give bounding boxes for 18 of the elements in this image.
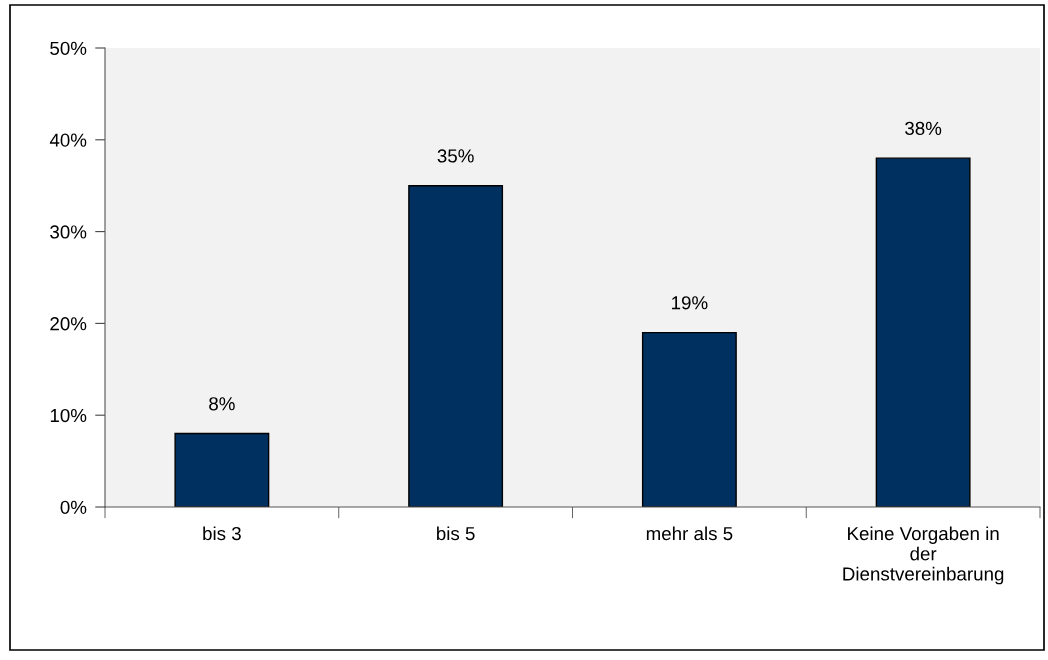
x-tick-label: mehr als 5 [646, 526, 733, 541]
data-label: 38% [905, 121, 942, 136]
data-label: 35% [437, 149, 474, 163]
y-tick-label: 10% [50, 408, 87, 423]
y-tick-label: 50% [50, 41, 87, 55]
x-tick-label: bis 5 [437, 526, 475, 541]
bar [641, 331, 737, 507]
bar [875, 157, 971, 507]
data-label: 19% [672, 296, 708, 310]
y-tick-label: 20% [50, 317, 87, 331]
bar [408, 185, 504, 507]
x-tick-label: bis 3 [203, 526, 241, 541]
y-tick-label: 30% [50, 225, 87, 239]
bar [174, 432, 270, 507]
y-tick-label: 40% [49, 133, 87, 147]
data-label: 8% [209, 397, 235, 411]
x-tick-label: Keine Vorgaben in der Dienstvereinbarung [843, 526, 1004, 585]
y-tick-label: 0% [60, 500, 87, 514]
